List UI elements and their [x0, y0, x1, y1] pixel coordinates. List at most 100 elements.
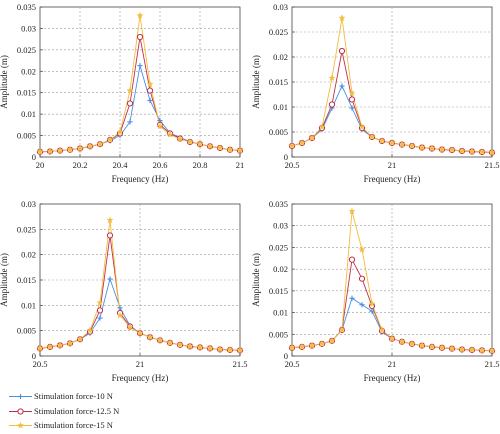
y-tick-label: 0.02: [273, 264, 288, 274]
y-tick-label: 0.005: [269, 329, 288, 339]
data-point-s3: [458, 147, 466, 155]
legend-swatch-10n: [9, 393, 32, 400]
x-axis-label: Frequency (Hz): [364, 174, 421, 184]
data-point-s3: [488, 148, 496, 156]
data-point-s3: [388, 139, 396, 147]
data-point-s3: [176, 135, 184, 143]
data-point-s3: [388, 334, 396, 342]
data-point-s3: [126, 86, 134, 94]
x-tick-label: 21.5: [485, 359, 500, 369]
legend-item-10n: Stimulation force-10 N: [8, 390, 188, 403]
data-point-s2: [328, 101, 336, 108]
data-point-s3: [96, 140, 104, 148]
y-tick-label: 0.035: [17, 2, 36, 12]
y-tick-label: 0.01: [273, 308, 288, 318]
y-tick-label: 0.02: [273, 52, 288, 62]
chart-panel-3: 20.5 21 21.5 0 0.005 0.01 0.015 0.02 0.025 0.03 Fr…: [0, 199, 247, 383]
data-point-s2: [348, 256, 356, 263]
data-point-s3: [408, 142, 416, 150]
y-tick-label: 0.025: [269, 27, 288, 37]
y-tick-label: 0.03: [273, 2, 288, 12]
data-point-s1: [349, 105, 355, 111]
data-point-s3: [358, 123, 366, 131]
data-point-s3: [226, 145, 234, 153]
x-tick-label: 21: [388, 359, 397, 369]
y-tick-label: 0.035: [269, 199, 288, 209]
data-point-s2: [106, 232, 114, 239]
data-point-s3: [146, 80, 154, 88]
data-point-s3: [166, 130, 174, 138]
data-point-s3: [308, 134, 316, 142]
chart-panel-1: 20 20.2 20.4 20.6 20.8 21 0 0.005 0.01 0.015 0.02 0…: [0, 2, 244, 184]
data-point-s3: [216, 144, 224, 152]
data-point-s3: [166, 339, 174, 346]
data-point-s1: [137, 63, 143, 69]
data-point-s3: [288, 343, 296, 351]
y-tick-label: 0.03: [21, 199, 36, 209]
x-tick-label: 20.6: [153, 160, 168, 170]
data-point-s3: [176, 341, 184, 348]
data-point-s3: [196, 140, 204, 148]
data-point-s1: [97, 315, 103, 321]
data-point-s3: [338, 326, 346, 334]
y-axis-label: Amplitude (m): [251, 253, 261, 307]
data-point-s3: [66, 145, 74, 153]
data-point-s3: [206, 142, 214, 150]
y-tick-label: 0.02: [21, 66, 36, 76]
data-point-s1: [117, 305, 123, 311]
data-point-s3: [36, 148, 44, 155]
x-tick-label: 20: [36, 160, 45, 170]
y-axis-label: Amplitude (m): [0, 253, 9, 307]
legend-marker-s2: [17, 407, 24, 415]
x-tick-label: 20.2: [73, 160, 88, 170]
data-point-s3: [428, 144, 436, 152]
y-tick-label: 0.005: [17, 131, 36, 141]
x-tick-label: 21.5: [485, 160, 500, 170]
data-point-s3: [76, 144, 84, 152]
y-tick-label: 0.005: [269, 127, 288, 137]
data-point-s3: [156, 122, 164, 130]
x-tick-label: 20.5: [285, 359, 300, 369]
data-point-s3: [206, 344, 214, 352]
data-point-s3: [368, 300, 376, 307]
data-point-s3: [56, 146, 64, 154]
data-point-s3: [46, 147, 54, 155]
y-tick-label: 0.015: [269, 286, 288, 296]
data-point-s3: [116, 128, 124, 136]
y-tick-label: 0: [284, 351, 288, 361]
y-tick-label: 0.01: [21, 109, 36, 119]
y-tick-label: 0.03: [21, 23, 36, 33]
data-point-s1: [147, 97, 153, 104]
y-tick-label: 0: [32, 351, 36, 361]
data-point-s3: [368, 133, 376, 141]
data-point-s3: [236, 146, 244, 154]
data-point-s3: [418, 341, 426, 349]
data-point-s3: [488, 346, 496, 354]
y-tick-label: 0: [284, 152, 288, 162]
data-point-s3: [288, 142, 296, 150]
x-axis-label: Frequency (Hz): [364, 373, 421, 383]
y-axis-label: Amplitude (m): [0, 55, 9, 109]
x-tick-label: 21: [388, 160, 397, 170]
chart-panel-4: 20.5 21 21.5 0 0.005 0.01 0.015 0.02 0.025 0.03 0.…: [251, 199, 499, 383]
y-axis-label: Amplitude (m): [251, 55, 261, 109]
y-tick-label: 0.015: [269, 77, 288, 87]
data-point-s3: [146, 333, 154, 341]
data-point-s1: [369, 308, 375, 314]
data-point-s3: [186, 138, 194, 146]
data-point-s3: [348, 89, 356, 97]
data-point-s3: [186, 342, 194, 350]
data-point-s3: [86, 142, 94, 150]
y-tick-label: 0: [32, 152, 36, 162]
data-point-s3: [318, 123, 326, 131]
data-point-s3: [318, 340, 326, 347]
data-point-s3: [328, 336, 336, 344]
x-tick-label: 20.5: [33, 359, 48, 369]
data-point-s3: [438, 343, 446, 351]
legend-swatch-12-5n: [9, 407, 32, 415]
x-tick-label: 21: [236, 160, 245, 170]
data-point-s3: [378, 326, 386, 334]
x-tick-label: 20.8: [193, 160, 208, 170]
data-point-s3: [358, 245, 366, 253]
legend-label-15n: Stimulation force-15 N: [34, 420, 113, 430]
